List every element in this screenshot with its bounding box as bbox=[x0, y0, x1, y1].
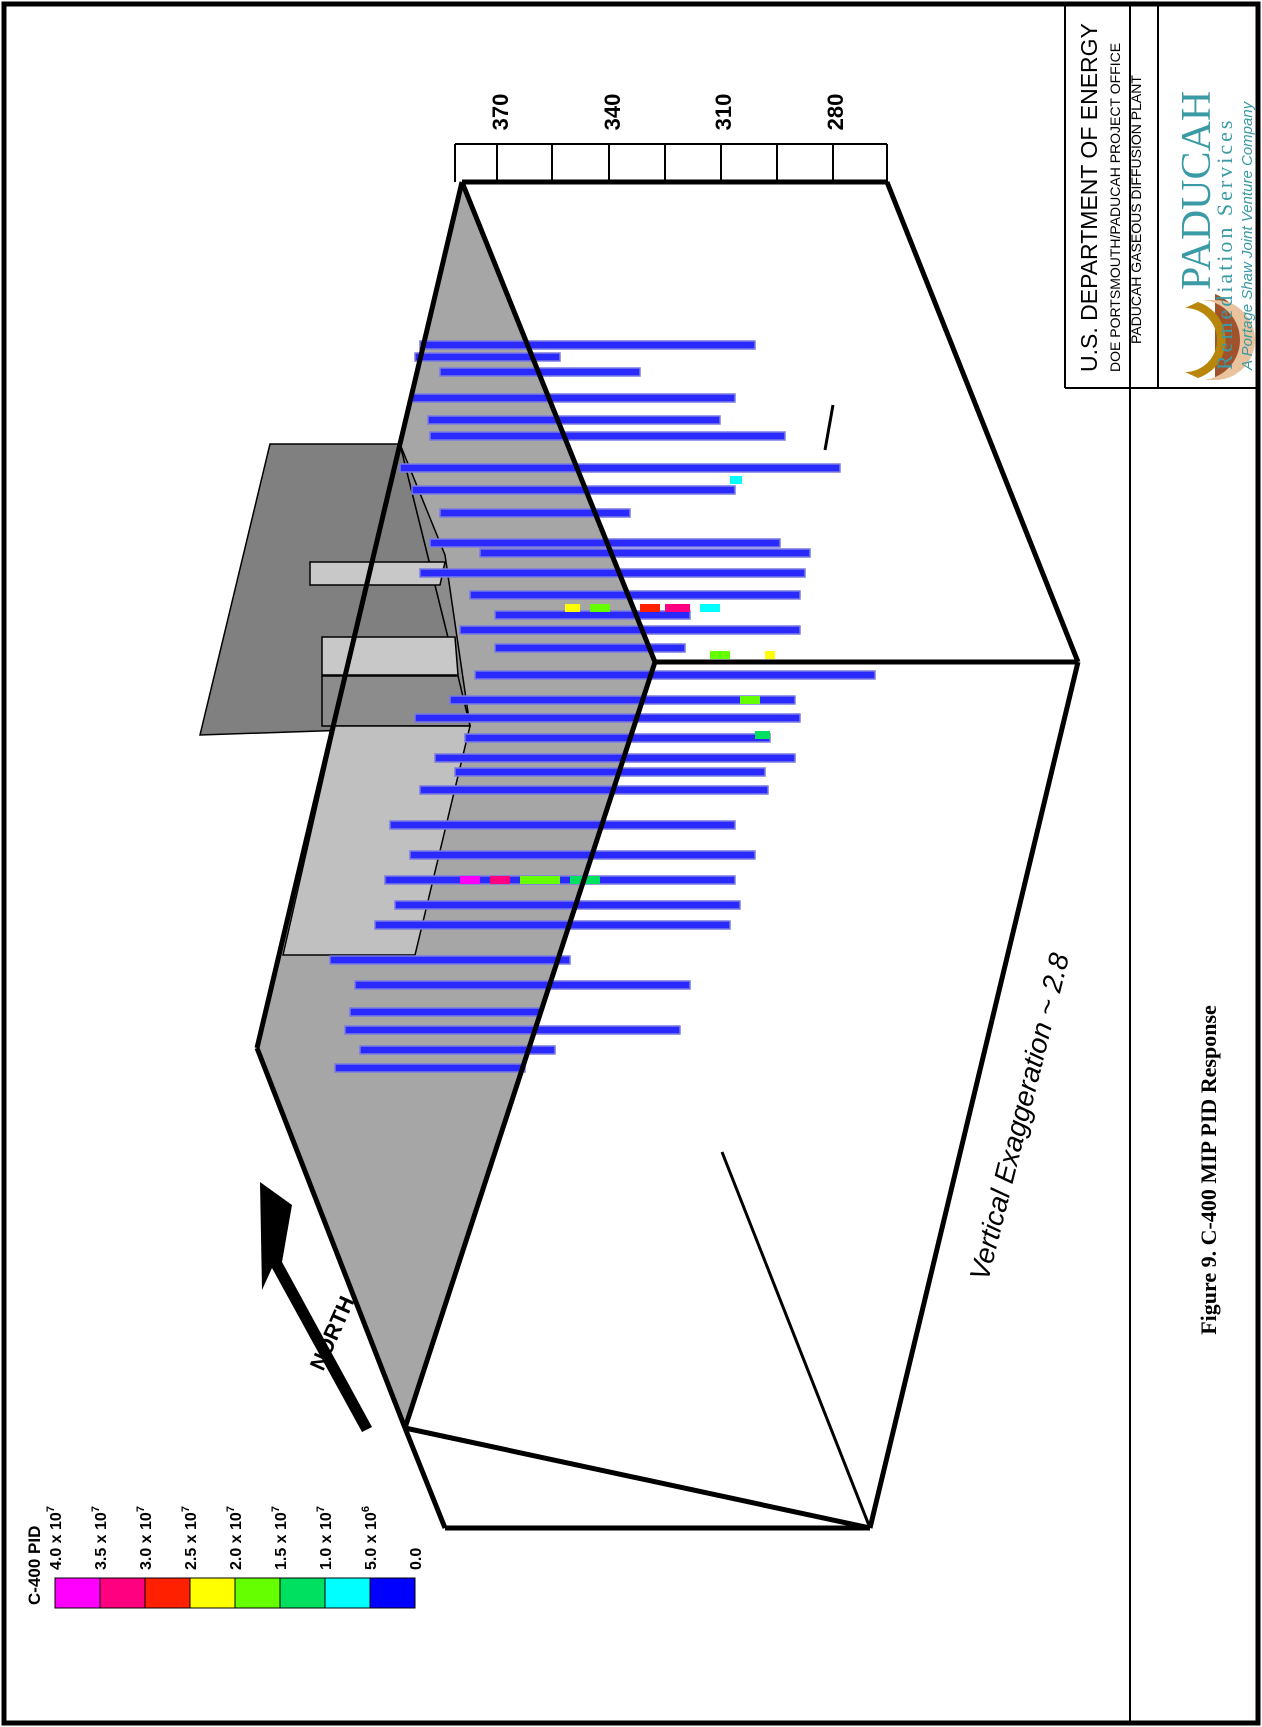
boring-profile bbox=[464, 733, 771, 743]
elevation-label-310: 310 bbox=[711, 94, 736, 131]
boring-profile bbox=[354, 980, 691, 990]
legend-swatches bbox=[54, 1577, 416, 1609]
boring-profile bbox=[419, 785, 769, 795]
boring-profile bbox=[427, 415, 721, 425]
boring-hotspot bbox=[490, 876, 510, 884]
color-legend: C-400 PID 4.0 x 107 3.5 x 107 3.0 x 107 2.5… bbox=[25, 1506, 425, 1609]
agency-name: U.S. DEPARTMENT OF ENERGY bbox=[1076, 23, 1102, 372]
elevation-label-340: 340 bbox=[600, 94, 625, 131]
legend-title: C-400 PID bbox=[25, 1526, 44, 1605]
boring-profile bbox=[419, 340, 756, 350]
legend-swatch bbox=[144, 1577, 191, 1609]
boring-hotspot bbox=[590, 604, 610, 612]
boring-profile bbox=[389, 820, 736, 830]
boring-profile bbox=[469, 590, 801, 600]
boring-profile bbox=[414, 713, 801, 723]
boring-profile bbox=[411, 393, 736, 403]
boring-profile bbox=[419, 568, 806, 578]
legend-label: 0.0 bbox=[408, 1548, 425, 1570]
north-arrow-icon bbox=[260, 1182, 372, 1432]
boring-profile bbox=[359, 1045, 556, 1055]
boring-profile bbox=[334, 1063, 526, 1073]
legend-label: 2.0 x 107 bbox=[225, 1506, 245, 1570]
plant-name: PADUCAH GASEOUS DIFFUSION PLANT bbox=[1128, 75, 1144, 344]
hidden-edge-top bbox=[823, 404, 835, 451]
boring-profile bbox=[409, 850, 756, 860]
legend-label: 1.5 x 107 bbox=[270, 1506, 290, 1570]
boring-hotspot bbox=[640, 604, 660, 612]
model-box-outline bbox=[254, 179, 1081, 1531]
boring-profile bbox=[479, 548, 811, 558]
boring-profile bbox=[449, 695, 796, 705]
boring-profile bbox=[494, 610, 691, 620]
legend-labels: 4.0 x 107 3.5 x 107 3.0 x 107 2.5 x 107 2.0 … bbox=[45, 1506, 425, 1570]
legend-swatch bbox=[189, 1577, 236, 1609]
elevation-label-370: 370 bbox=[488, 94, 513, 131]
boring-profile bbox=[394, 900, 741, 910]
legend-swatch bbox=[234, 1577, 281, 1609]
boring-hotspot bbox=[520, 876, 560, 884]
boring-profile bbox=[329, 955, 571, 965]
legend-swatch bbox=[369, 1577, 416, 1609]
vertical-exaggeration: Vertical Exaggeration ~ 2.8 bbox=[964, 950, 1075, 1284]
legend-label: 2.5 x 107 bbox=[180, 1506, 200, 1570]
building bbox=[199, 443, 471, 956]
company-tagline: A Portage Shaw Joint Venture Company bbox=[1239, 100, 1256, 371]
boring-profile bbox=[414, 352, 561, 362]
legend-label: 3.5 x 107 bbox=[90, 1506, 110, 1570]
boring-hotspot bbox=[755, 731, 770, 739]
legend-swatch bbox=[54, 1577, 101, 1609]
company-name: PADUCAH bbox=[1174, 91, 1220, 290]
company-logo: PADUCAH Remediation Services A Portage S… bbox=[1174, 91, 1256, 380]
boring-hotspot bbox=[740, 696, 760, 704]
boring-profile bbox=[399, 463, 841, 473]
legend-label: 4.0 x 107 bbox=[45, 1506, 65, 1570]
figure-caption: Figure 9. C-400 MIP PID Response bbox=[1196, 1005, 1221, 1335]
boring-profile bbox=[374, 920, 731, 930]
legend-label: 3.0 x 107 bbox=[135, 1506, 155, 1570]
company-subtitle: Remediation Services bbox=[1212, 118, 1237, 370]
legend-swatch bbox=[324, 1577, 371, 1609]
legend-label: 1.0 x 107 bbox=[315, 1506, 335, 1570]
elevation-label-280: 280 bbox=[823, 94, 848, 131]
boring-profile bbox=[434, 753, 796, 763]
boring-hotspot bbox=[765, 651, 775, 659]
boring-hotspot bbox=[565, 604, 580, 612]
legend-label: 5.0 x 106 bbox=[360, 1506, 380, 1570]
boring-profile bbox=[459, 625, 801, 635]
boring-profile bbox=[439, 508, 631, 518]
elevation-axis: 370 340 310 280 bbox=[454, 94, 888, 182]
boring-hotspot bbox=[460, 876, 480, 884]
boring-profile bbox=[494, 643, 686, 653]
borings-group bbox=[329, 340, 876, 1073]
boring-hotspot bbox=[730, 476, 742, 484]
boring-hotspot bbox=[700, 604, 720, 612]
legend-swatch bbox=[99, 1577, 146, 1609]
boring-profile bbox=[474, 670, 876, 680]
boring-profile bbox=[411, 485, 736, 495]
boring-hotspot bbox=[710, 651, 730, 659]
hidden-edge-bottom bbox=[720, 1151, 872, 1529]
boring-hotspot bbox=[665, 604, 690, 612]
boring-profile bbox=[349, 1007, 541, 1017]
project-office: DOE PORTSMOUTH/PADUCAH PROJECT OFFICE bbox=[1107, 43, 1123, 372]
boring-profile bbox=[344, 1025, 681, 1035]
boring-profile bbox=[429, 431, 786, 441]
legend-swatch bbox=[279, 1577, 326, 1609]
boring-profile bbox=[454, 767, 766, 777]
